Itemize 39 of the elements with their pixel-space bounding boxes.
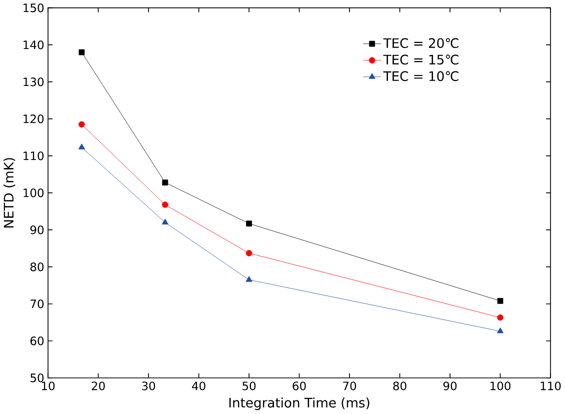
y-tick-label: 60 xyxy=(30,336,44,346)
x-tick-label: 70 xyxy=(343,382,356,390)
legend-label: TEC = 20℃ xyxy=(383,38,458,48)
x-tick-label: 110 xyxy=(540,382,561,390)
y-tick-label: 90 xyxy=(30,226,44,234)
legend-label: TEC = 15℃ xyxy=(383,54,458,65)
point xyxy=(246,276,252,282)
x-tick-label: 60 xyxy=(292,382,306,390)
point xyxy=(78,144,85,150)
point xyxy=(496,328,504,334)
point xyxy=(78,49,85,56)
y-tick-label: 140 xyxy=(24,40,44,50)
point xyxy=(497,298,504,304)
x-tick-label: 100 xyxy=(490,382,510,390)
y-tick-label: 50 xyxy=(30,374,44,382)
y-tick-label: 80 xyxy=(30,262,44,272)
x-tick-label: 90 xyxy=(443,382,457,390)
point xyxy=(246,250,252,256)
x-tick-label: 30 xyxy=(142,382,156,390)
y-tick-label: 100 xyxy=(24,188,44,198)
x-tick-label: 80 xyxy=(393,382,406,390)
y-tick-label: 150 xyxy=(24,4,44,12)
y-tick-label: 70 xyxy=(30,300,44,308)
point xyxy=(162,202,168,208)
x-tick-label: 10 xyxy=(42,382,55,390)
point xyxy=(246,220,252,227)
x-axis-title: Integration Time (ms) xyxy=(229,398,370,410)
y-tick-label: 120 xyxy=(24,114,44,124)
point xyxy=(497,314,504,321)
x-tick-label: 50 xyxy=(242,382,256,390)
legend-label: TEC = 10℃ xyxy=(383,71,458,82)
point xyxy=(78,121,85,128)
y-axis-title: NETD (mK) xyxy=(3,158,16,228)
point xyxy=(162,180,168,186)
y-tick-label: 110 xyxy=(24,152,44,160)
point xyxy=(162,218,168,225)
y-tick-label: 130 xyxy=(24,78,44,86)
x-tick-label: 40 xyxy=(192,382,206,390)
x-tick-label: 20 xyxy=(92,382,105,390)
